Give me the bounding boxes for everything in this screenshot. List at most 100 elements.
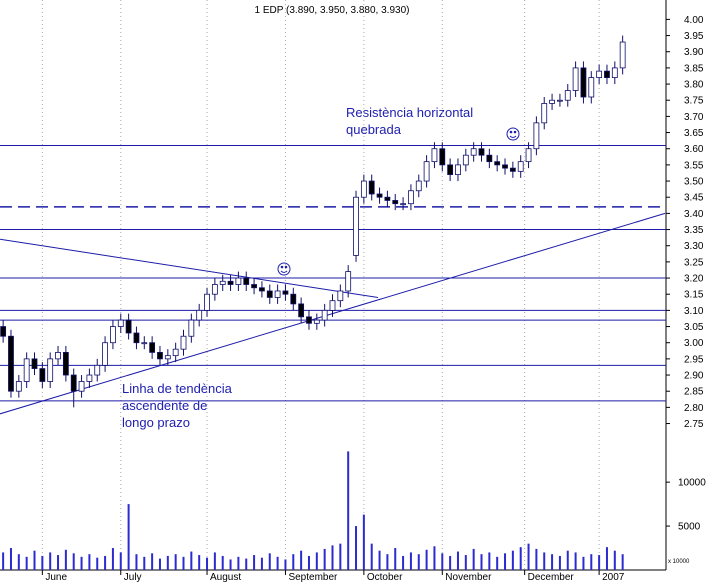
candle-body <box>0 326 7 337</box>
volume-unit-label: x 10000 <box>668 559 690 565</box>
volume-bar <box>25 556 28 570</box>
y-tick-label: 3.90 <box>684 47 704 58</box>
candle-body <box>549 99 555 104</box>
volume-bar <box>300 550 303 570</box>
y-tick-label: 3.25 <box>684 257 704 268</box>
candle-body <box>211 284 218 295</box>
volume-bar <box>9 548 12 570</box>
candle-body <box>494 161 501 166</box>
y-tick-label: 3.50 <box>684 177 704 188</box>
candle-body <box>243 277 250 285</box>
volume-bar <box>582 556 585 570</box>
x-tick-label: November <box>445 572 492 582</box>
volume-bar <box>206 557 209 570</box>
volume-bar <box>292 554 295 570</box>
volume-bar <box>119 552 122 570</box>
volume-bar <box>17 554 20 570</box>
volume-bar <box>409 552 412 570</box>
candle-body <box>557 99 563 102</box>
volume-bar <box>402 555 405 570</box>
volume-bar <box>2 552 5 570</box>
volume-bar <box>111 548 114 570</box>
smiley <box>277 262 291 276</box>
volume-bar <box>190 551 193 570</box>
y-tick-label: 2.95 <box>684 354 704 365</box>
trend-line <box>0 238 379 298</box>
candle-body <box>423 161 430 182</box>
y-tick-label: 2.75 <box>684 419 704 430</box>
volume-bar <box>57 555 60 570</box>
candle-body <box>23 358 30 382</box>
volume-bar <box>72 553 75 570</box>
candle-body <box>188 319 195 337</box>
volume-bar <box>449 555 452 570</box>
smiley <box>506 127 520 141</box>
volume-bar <box>104 555 107 570</box>
volume-bar <box>88 554 91 570</box>
x-tick-label: September <box>288 572 338 582</box>
candle-body <box>360 180 367 198</box>
candle-body <box>384 196 391 201</box>
y-tick-label: 3.85 <box>684 63 704 74</box>
volume-bar <box>213 552 216 570</box>
candle-body <box>455 164 461 175</box>
volume-bar <box>49 552 52 570</box>
candle-body <box>39 368 46 382</box>
candle-body <box>462 154 469 166</box>
candle-body <box>110 326 116 344</box>
candle-body <box>219 280 226 285</box>
candle-body <box>439 148 446 166</box>
candle-body <box>431 148 438 163</box>
candle-body <box>149 342 156 353</box>
candle-body <box>415 180 422 192</box>
candle-body <box>47 358 54 382</box>
volume-bar <box>590 554 593 570</box>
y-tick-label: 3.20 <box>684 274 704 285</box>
candle-body <box>447 164 454 175</box>
annotation: quebrada <box>346 122 402 137</box>
candle-body <box>353 196 359 256</box>
candle-body <box>15 381 22 392</box>
volume-bar <box>237 556 240 570</box>
candle-body <box>408 190 414 205</box>
volume-bar <box>456 551 459 570</box>
volume-bar <box>339 543 342 570</box>
candle-body <box>329 300 336 311</box>
candle-body <box>525 148 532 163</box>
y-tick-label: 3.95 <box>684 31 704 42</box>
candle-body <box>306 316 312 324</box>
candle-body <box>313 319 320 324</box>
y-tick-label: 2.90 <box>684 371 704 382</box>
candle-body <box>619 41 626 69</box>
candle-body <box>227 280 234 285</box>
y-tick-label: 3.10 <box>684 306 704 317</box>
y-tick-label: 5000 <box>678 522 701 533</box>
annotation: ascendente de <box>122 398 207 413</box>
volume-bar <box>33 550 36 570</box>
candle-body <box>196 309 203 321</box>
volume-bar <box>143 556 146 570</box>
candle-body <box>478 148 485 156</box>
volume-bar <box>441 553 444 570</box>
volume-bar <box>527 543 530 570</box>
candle-body <box>274 290 281 298</box>
volume-bar <box>598 555 601 570</box>
y-tick-label: 3.80 <box>684 80 704 91</box>
x-tick-label: August <box>210 572 241 582</box>
volume-bar <box>158 558 161 570</box>
volume-bar <box>574 552 577 570</box>
volume-bar <box>276 556 279 570</box>
volume-bar <box>566 550 569 570</box>
candle-body <box>502 164 508 169</box>
candle-body <box>94 364 101 376</box>
candle-body <box>580 67 587 98</box>
candle-body <box>337 290 344 302</box>
candle-body <box>102 342 108 366</box>
x-tick-label: October <box>367 572 403 582</box>
candle-body <box>117 319 124 327</box>
volume-bar <box>519 547 522 570</box>
candle-body <box>376 193 383 198</box>
volume-bar <box>605 547 608 570</box>
volume-bar <box>551 554 554 570</box>
